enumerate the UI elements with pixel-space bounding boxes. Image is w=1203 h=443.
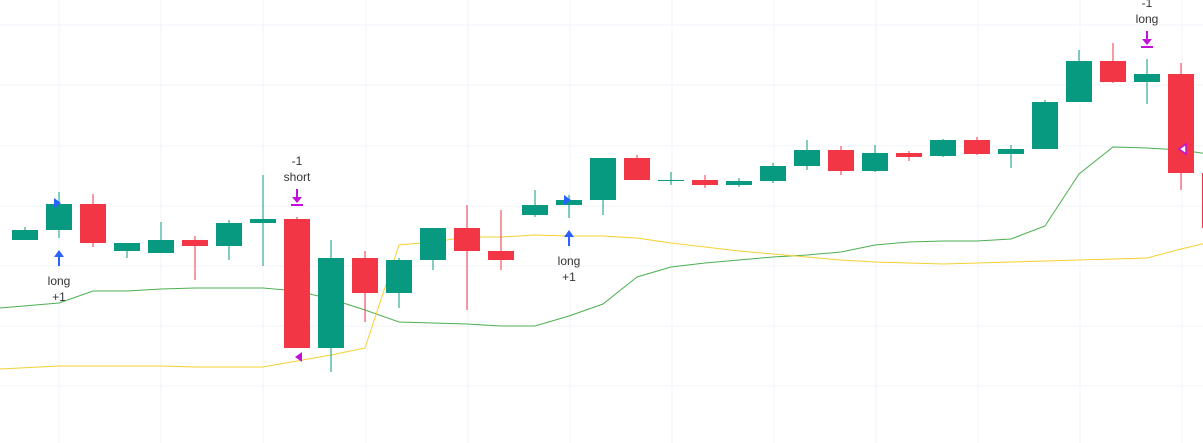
candle — [46, 192, 72, 238]
candle — [114, 243, 140, 258]
candle-body — [760, 166, 786, 181]
candle — [216, 220, 242, 260]
candle — [250, 175, 276, 266]
candle-body — [522, 205, 548, 215]
fill-marker-icon — [295, 352, 302, 362]
signal-entry: long +1 — [48, 250, 71, 304]
candle — [964, 137, 990, 155]
candle-body — [148, 240, 174, 253]
candle — [1066, 50, 1092, 102]
candle — [624, 155, 650, 180]
candle — [930, 139, 956, 157]
candle-body — [352, 258, 378, 293]
candle — [488, 210, 514, 270]
candle — [148, 222, 174, 253]
signal-label: +1 — [52, 290, 66, 304]
candle-body — [964, 140, 990, 154]
candle — [1032, 100, 1058, 149]
signal-label: +1 — [562, 270, 576, 284]
fill-marker-icon — [1177, 142, 1187, 156]
candle — [420, 228, 446, 270]
candle-body — [590, 158, 616, 200]
candle — [318, 240, 344, 372]
candle-body — [182, 240, 208, 246]
candle — [726, 178, 752, 187]
up-arrow-head — [54, 250, 64, 257]
candle — [182, 236, 208, 280]
candles — [12, 43, 1203, 372]
signal-label: -1 — [292, 154, 303, 168]
candle-body — [998, 149, 1024, 154]
candle-body — [250, 219, 276, 223]
candle-body — [896, 153, 922, 157]
candle — [1168, 63, 1194, 190]
down-arrow-head — [292, 197, 302, 203]
candle — [284, 217, 310, 348]
candle — [522, 190, 548, 217]
band-lines — [0, 146, 1203, 370]
candle-body — [556, 200, 582, 205]
band-lower-line — [0, 234, 1203, 370]
candle-body — [726, 181, 752, 185]
candle — [862, 145, 888, 172]
candle — [1134, 59, 1160, 104]
candle — [658, 172, 684, 185]
candle-body — [216, 223, 242, 246]
signal-exit: -1 long — [1136, 0, 1159, 48]
candle-body — [658, 180, 684, 181]
fill-marker-icon — [564, 195, 571, 205]
down-arrow-head — [1142, 39, 1152, 45]
candle — [12, 227, 38, 240]
candle-body — [794, 150, 820, 166]
candle-body — [420, 228, 446, 260]
candle-body — [454, 228, 480, 251]
candle-body — [1066, 61, 1092, 102]
up-arrow-head — [564, 230, 574, 237]
candle — [386, 258, 412, 308]
candle-body — [12, 230, 38, 240]
signal-label: long — [1136, 12, 1159, 26]
candle — [896, 151, 922, 161]
candle — [794, 140, 820, 170]
candle — [80, 194, 106, 247]
candle — [760, 163, 786, 183]
candle — [828, 146, 854, 175]
candle — [1100, 43, 1126, 83]
candle-body — [114, 243, 140, 251]
candle-body — [1134, 74, 1160, 82]
candle-body — [828, 150, 854, 171]
signal-label: -1 — [1142, 0, 1153, 10]
signal-label: long — [48, 274, 71, 288]
candle — [454, 205, 480, 310]
candle-body — [624, 158, 650, 180]
candle — [352, 251, 378, 322]
candle — [692, 175, 718, 188]
signal-label: short — [284, 170, 311, 184]
candle-body — [46, 204, 72, 230]
candle-body — [80, 204, 106, 243]
candle-body — [318, 258, 344, 348]
trade-markers: long +1 -1 short long +1 -1 long — [48, 0, 1187, 362]
candle-body — [1100, 61, 1126, 82]
signal-label: long — [558, 254, 581, 268]
candle-body — [692, 180, 718, 185]
candle — [590, 158, 616, 215]
candle-body — [1032, 102, 1058, 149]
fill-marker-icon — [54, 198, 61, 208]
candle-body — [930, 140, 956, 156]
band-upper-line — [0, 146, 1203, 327]
signal-entry: long +1 — [558, 230, 581, 284]
candle-body — [284, 219, 310, 348]
signal-exit: -1 short — [284, 154, 311, 206]
candle-body — [862, 153, 888, 171]
candle-body — [386, 260, 412, 293]
candle-body — [488, 251, 514, 260]
candle-body — [1168, 74, 1194, 173]
candle — [998, 145, 1024, 168]
